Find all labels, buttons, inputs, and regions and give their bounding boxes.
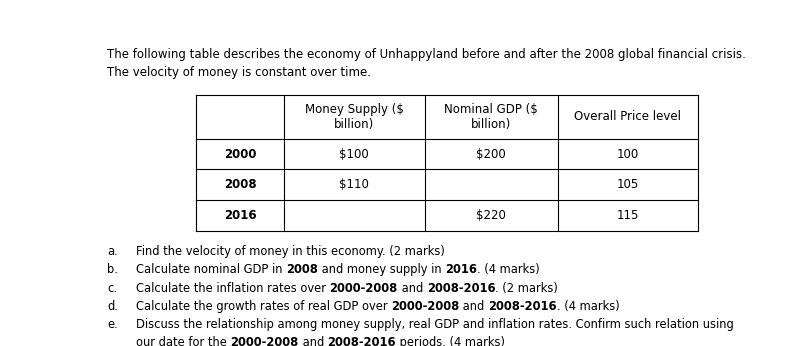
Text: and: and	[459, 300, 488, 313]
Text: $110: $110	[339, 178, 370, 191]
Text: 2000-2008: 2000-2008	[230, 336, 298, 346]
Text: 2008-2016: 2008-2016	[488, 300, 557, 313]
Text: 100: 100	[617, 148, 639, 161]
Text: Find the velocity of money in this economy. (2 marks): Find the velocity of money in this econo…	[136, 245, 445, 258]
Text: Calculate the growth rates of real GDP over: Calculate the growth rates of real GDP o…	[136, 300, 391, 313]
Text: Calculate nominal GDP in: Calculate nominal GDP in	[136, 263, 286, 276]
Text: . (4 marks): . (4 marks)	[478, 263, 540, 276]
Text: . (4 marks): . (4 marks)	[557, 300, 620, 313]
Text: 105: 105	[617, 178, 639, 191]
Text: 2008: 2008	[286, 263, 318, 276]
Text: Money Supply ($
billion): Money Supply ($ billion)	[305, 103, 404, 131]
Text: periods. (4 marks): periods. (4 marks)	[396, 336, 506, 346]
Text: Overall Price level: Overall Price level	[574, 110, 682, 123]
Text: 2008: 2008	[224, 178, 256, 191]
Text: The following table describes the economy of Unhappyland before and after the 20: The following table describes the econom…	[107, 48, 746, 61]
Text: 2016: 2016	[224, 209, 256, 222]
Text: 2008-2016: 2008-2016	[327, 336, 396, 346]
Text: 2016: 2016	[446, 263, 478, 276]
Text: our date for the: our date for the	[136, 336, 230, 346]
Text: and: and	[398, 282, 426, 294]
Text: b.: b.	[107, 263, 118, 276]
Text: 2008-2016: 2008-2016	[426, 282, 495, 294]
Text: and: and	[298, 336, 327, 346]
Text: Discuss the relationship among money supply, real GDP and inflation rates. Confi: Discuss the relationship among money sup…	[136, 318, 734, 331]
Text: c.: c.	[107, 282, 118, 294]
Text: e.: e.	[107, 318, 118, 331]
Text: 2000: 2000	[224, 148, 256, 161]
Text: Calculate the inflation rates over: Calculate the inflation rates over	[136, 282, 330, 294]
Text: 115: 115	[617, 209, 639, 222]
Text: d.: d.	[107, 300, 118, 313]
Text: $200: $200	[476, 148, 506, 161]
Text: a.: a.	[107, 245, 118, 258]
Text: 2000-2008: 2000-2008	[330, 282, 398, 294]
Text: and money supply in: and money supply in	[318, 263, 446, 276]
Text: The velocity of money is constant over time.: The velocity of money is constant over t…	[107, 66, 371, 79]
Text: 2000-2008: 2000-2008	[391, 300, 459, 313]
Text: $220: $220	[476, 209, 506, 222]
Text: Nominal GDP ($
billion): Nominal GDP ($ billion)	[444, 103, 538, 131]
Text: . (2 marks): . (2 marks)	[495, 282, 558, 294]
Text: $100: $100	[339, 148, 369, 161]
